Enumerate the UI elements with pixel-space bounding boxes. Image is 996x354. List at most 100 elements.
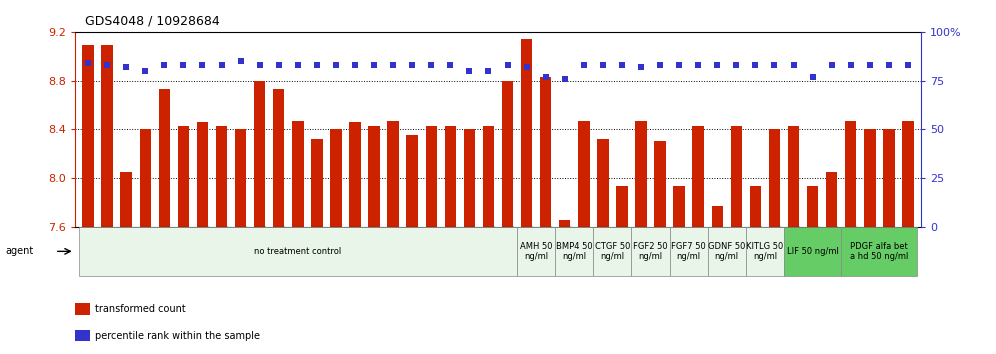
- Text: KITLG 50
ng/ml: KITLG 50 ng/ml: [746, 242, 784, 261]
- Bar: [102, 45, 113, 227]
- Point: [480, 68, 496, 74]
- Bar: [177, 126, 189, 227]
- Point: [442, 62, 458, 68]
- Point: [805, 74, 821, 80]
- Bar: [350, 122, 361, 227]
- Point: [367, 62, 382, 68]
- Bar: [273, 89, 285, 227]
- Point: [213, 62, 229, 68]
- Point: [252, 62, 268, 68]
- Point: [233, 58, 249, 64]
- Point: [347, 62, 363, 68]
- Bar: [594, 227, 631, 276]
- Point: [385, 62, 401, 68]
- Bar: [635, 121, 646, 227]
- Point: [519, 64, 535, 70]
- Bar: [369, 126, 379, 227]
- Bar: [425, 126, 437, 227]
- Point: [690, 62, 706, 68]
- Point: [100, 62, 116, 68]
- Bar: [444, 126, 456, 227]
- Bar: [502, 81, 513, 227]
- Point: [614, 62, 629, 68]
- Bar: [750, 187, 761, 227]
- Bar: [540, 77, 552, 227]
- Point: [786, 62, 802, 68]
- Bar: [784, 227, 842, 276]
- Text: LIF 50 ng/ml: LIF 50 ng/ml: [787, 247, 839, 256]
- Point: [557, 76, 573, 81]
- Bar: [197, 122, 208, 227]
- Point: [843, 62, 859, 68]
- Bar: [845, 121, 857, 227]
- Point: [880, 62, 896, 68]
- Bar: [387, 121, 398, 227]
- Bar: [139, 129, 151, 227]
- Point: [862, 62, 877, 68]
- Bar: [807, 187, 819, 227]
- Point: [175, 62, 191, 68]
- Text: percentile rank within the sample: percentile rank within the sample: [95, 331, 260, 341]
- Text: PDGF alfa bet
a hd 50 ng/ml: PDGF alfa bet a hd 50 ng/ml: [851, 242, 908, 261]
- Point: [309, 62, 325, 68]
- Bar: [708, 227, 746, 276]
- Bar: [631, 227, 669, 276]
- Point: [747, 62, 763, 68]
- Point: [595, 62, 611, 68]
- Bar: [865, 129, 875, 227]
- Bar: [731, 126, 742, 227]
- Point: [709, 62, 725, 68]
- Bar: [788, 126, 799, 227]
- Bar: [75, 303, 90, 315]
- Point: [500, 62, 516, 68]
- Point: [271, 62, 287, 68]
- Bar: [555, 227, 594, 276]
- Bar: [902, 121, 913, 227]
- Bar: [83, 45, 94, 227]
- Point: [576, 62, 592, 68]
- Point: [328, 62, 344, 68]
- Text: CTGF 50
ng/ml: CTGF 50 ng/ml: [595, 242, 630, 261]
- Bar: [769, 129, 780, 227]
- Bar: [654, 141, 665, 227]
- Text: AMH 50
ng/ml: AMH 50 ng/ml: [520, 242, 553, 261]
- Bar: [617, 187, 627, 227]
- Text: FGF2 50
ng/ml: FGF2 50 ng/ml: [633, 242, 668, 261]
- Bar: [158, 89, 170, 227]
- Text: BMP4 50
ng/ml: BMP4 50 ng/ml: [556, 242, 593, 261]
- Bar: [331, 129, 342, 227]
- Bar: [292, 121, 304, 227]
- Point: [728, 62, 744, 68]
- Bar: [673, 187, 685, 227]
- Bar: [521, 39, 532, 227]
- Bar: [598, 139, 609, 227]
- Point: [194, 62, 210, 68]
- Point: [767, 62, 783, 68]
- Bar: [883, 129, 894, 227]
- Bar: [75, 330, 90, 341]
- Bar: [559, 221, 571, 227]
- Point: [119, 64, 134, 70]
- Bar: [826, 172, 838, 227]
- Bar: [842, 227, 917, 276]
- Point: [423, 62, 439, 68]
- Text: FGF7 50
ng/ml: FGF7 50 ng/ml: [671, 242, 706, 261]
- Text: transformed count: transformed count: [95, 304, 185, 314]
- Point: [290, 62, 306, 68]
- Bar: [669, 227, 708, 276]
- Bar: [406, 135, 418, 227]
- Point: [633, 64, 649, 70]
- Bar: [311, 139, 323, 227]
- Text: no treatment control: no treatment control: [254, 247, 342, 256]
- Point: [538, 74, 554, 80]
- Bar: [216, 126, 227, 227]
- Bar: [483, 126, 494, 227]
- Bar: [121, 172, 131, 227]
- Text: agent: agent: [5, 246, 33, 256]
- Bar: [79, 227, 517, 276]
- Point: [461, 68, 477, 74]
- Text: GDS4048 / 10928684: GDS4048 / 10928684: [85, 14, 219, 27]
- Point: [652, 62, 668, 68]
- Point: [900, 62, 916, 68]
- Bar: [235, 129, 246, 227]
